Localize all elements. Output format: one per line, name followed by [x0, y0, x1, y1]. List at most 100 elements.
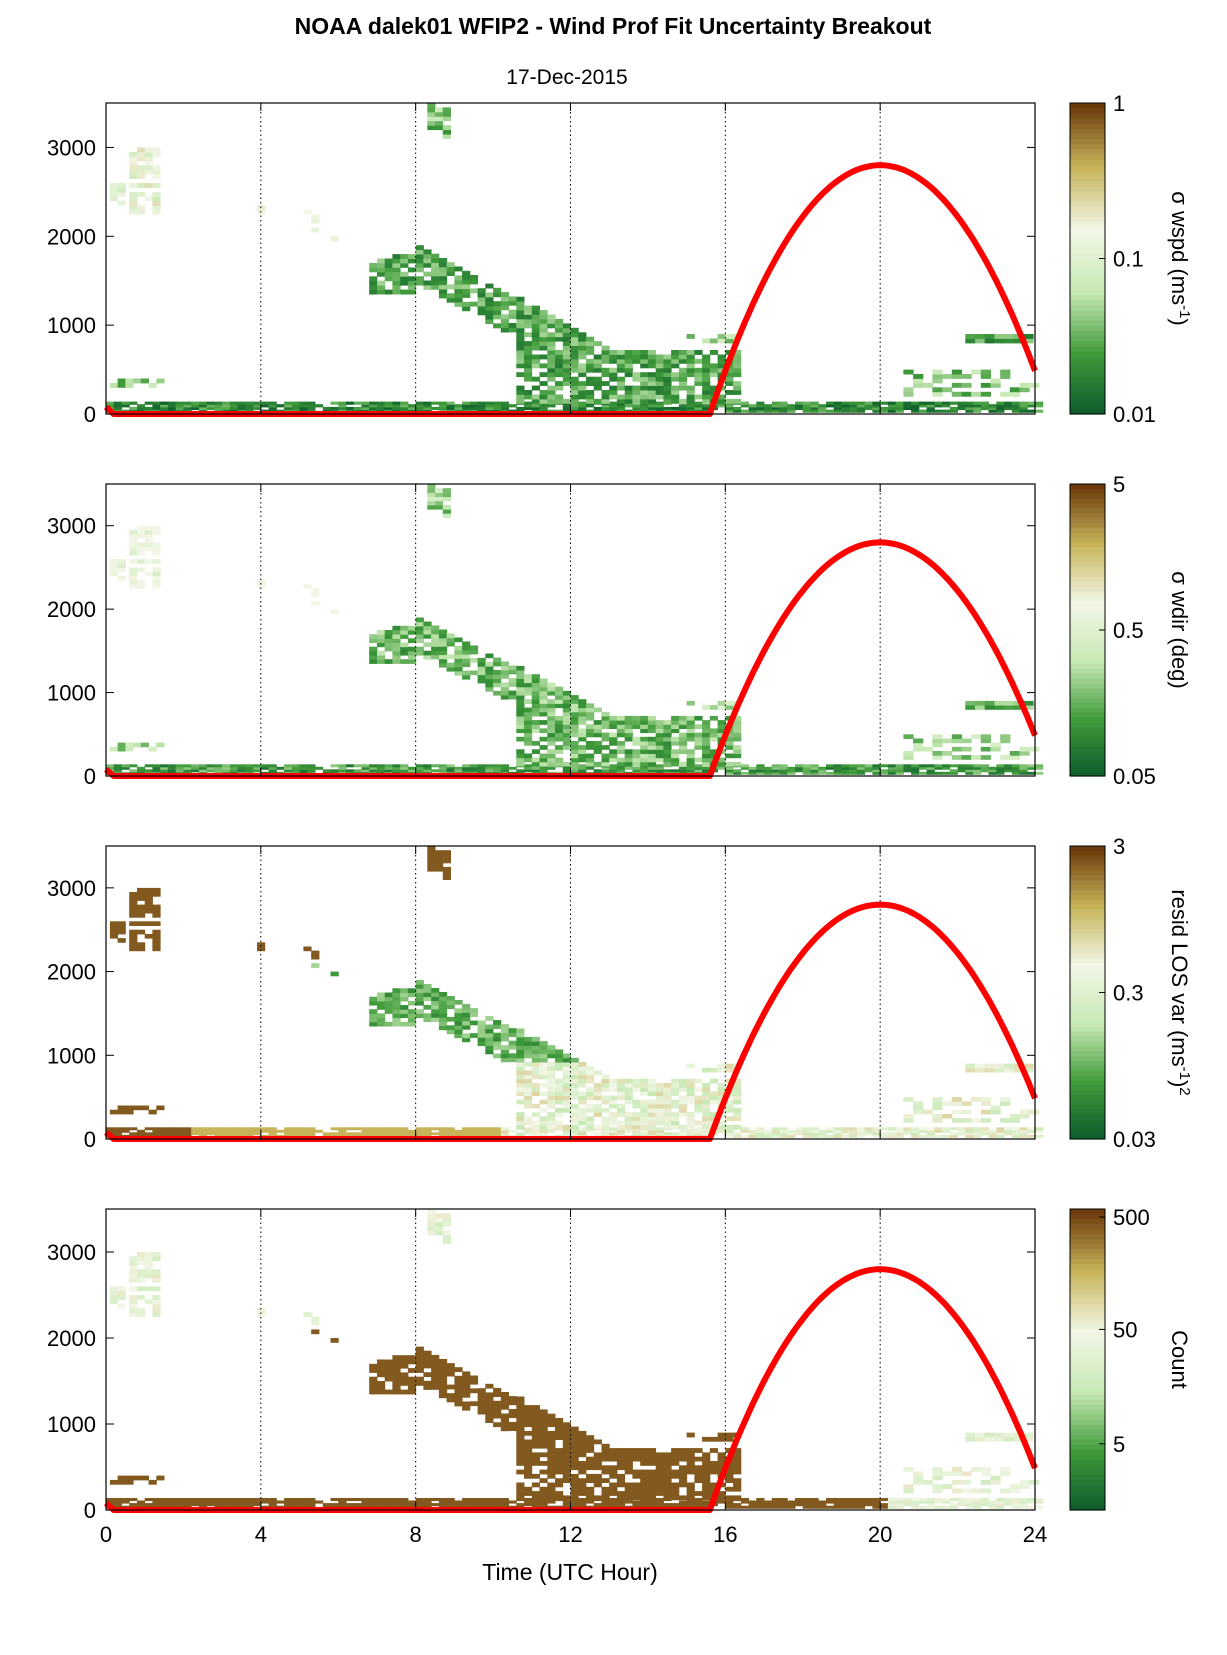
heatmap-cell [725, 381, 734, 386]
heatmap-cell [1023, 338, 1034, 344]
heatmap-cell [951, 734, 962, 739]
heatmap-cell [516, 678, 525, 684]
heatmap-cell [485, 1383, 494, 1389]
heatmap-cell [957, 1500, 966, 1504]
heatmap-cell [508, 1044, 517, 1050]
heatmap-cell [601, 732, 610, 738]
heatmap-cell [524, 1422, 533, 1428]
heatmap-cell [932, 387, 943, 393]
heatmap-cell [609, 764, 618, 768]
heatmap-cell [477, 678, 486, 684]
heatmap-cell [427, 492, 436, 497]
colorbar-swatch [1070, 615, 1105, 621]
heatmap-cell [984, 1067, 995, 1073]
heatmap-cell [748, 1500, 757, 1504]
heatmap-cell [438, 293, 448, 299]
heatmap-cell [694, 1448, 703, 1453]
heatmap-cell [117, 183, 126, 188]
colorbar-swatch [1070, 771, 1105, 777]
heatmap-cell [423, 1355, 432, 1360]
heatmap-cell [903, 1132, 912, 1136]
heatmap-cell [562, 1495, 571, 1501]
heatmap-cell [562, 741, 571, 746]
colorbar-swatch [1070, 341, 1105, 348]
heatmap-cell [973, 1129, 982, 1133]
colorbar-swatch [1070, 610, 1105, 616]
colorbar-swatch [1070, 1119, 1105, 1125]
heatmap-cell [524, 372, 533, 378]
x-tick-label: 0 [100, 1522, 112, 1547]
heatmap-cell [524, 1503, 533, 1507]
heatmap-cell [686, 1432, 695, 1438]
heatmap-cell [1035, 404, 1044, 408]
heatmap-cell [415, 1013, 424, 1019]
heatmap-cell [578, 699, 587, 704]
heatmap-cell [973, 401, 982, 405]
heatmap-cell [949, 406, 958, 411]
heatmap-cell [678, 1503, 688, 1507]
heatmap-cell [990, 1475, 1001, 1481]
heatmap-cell [624, 358, 633, 364]
heatmap-cell [144, 538, 153, 543]
heatmap-cell [477, 764, 486, 768]
heatmap-cell [524, 1070, 533, 1076]
heatmap-cell [601, 350, 610, 355]
heatmap-cell [144, 1252, 153, 1257]
heatmap-cell [647, 394, 657, 400]
heatmap-cell [415, 634, 424, 639]
colorbar-swatch [1070, 649, 1105, 655]
heatmap-cell [640, 1452, 649, 1458]
heatmap-cell [415, 630, 424, 635]
heatmap-cell [284, 1129, 293, 1133]
heatmap-cell [671, 1103, 680, 1109]
heatmap-cell [415, 638, 424, 643]
heatmap-cell [586, 757, 595, 763]
heatmap-cell [423, 625, 432, 631]
heatmap-cell [926, 404, 935, 408]
heatmap-cell [423, 996, 432, 1002]
heatmap-cell [547, 1491, 556, 1496]
heatmap-cell [562, 350, 571, 355]
heatmap-cell [438, 271, 448, 277]
heatmap-cell [655, 745, 664, 750]
heatmap-cell [392, 1368, 401, 1373]
heatmap-cell [678, 736, 688, 742]
heatmap-cell [655, 753, 664, 759]
heatmap-cell [516, 1426, 525, 1432]
heatmap-cell [616, 724, 626, 729]
heatmap-cell [841, 1500, 850, 1504]
heatmap-cell [663, 732, 672, 738]
heatmap-cell [454, 1500, 463, 1504]
heatmap-cell [640, 1078, 649, 1084]
heatmap-cell [377, 638, 386, 643]
heatmap-cell [570, 390, 579, 395]
heatmap-cell [975, 700, 986, 706]
heatmap-cell [152, 1503, 161, 1507]
heatmap-cell [516, 1053, 525, 1059]
heatmap-cell [593, 1095, 602, 1101]
heatmap-cell [237, 404, 246, 408]
heatmap-cell [686, 1112, 695, 1117]
heatmap-cell [222, 1129, 231, 1133]
heatmap-cell [407, 1368, 417, 1373]
heatmap-cell [516, 310, 525, 315]
colorbar-swatch [1070, 875, 1105, 881]
heatmap-cell [516, 1435, 525, 1440]
heatmap-cell [655, 1473, 664, 1479]
heatmap-cell [671, 741, 680, 746]
heatmap-cell [810, 771, 819, 775]
heatmap-cell [229, 1129, 239, 1133]
heatmap-cell [586, 1103, 595, 1109]
heatmap-cell [547, 404, 556, 408]
heatmap-cell [616, 1465, 626, 1471]
heatmap-cell [214, 1129, 223, 1133]
heatmap-cell [961, 1479, 972, 1485]
heatmap-cell [438, 406, 448, 411]
heatmap-cell [841, 1132, 850, 1136]
heatmap-cell [442, 492, 451, 497]
heatmap-cell [531, 720, 540, 725]
heatmap-cell [601, 1124, 610, 1130]
heatmap-cell [802, 1132, 811, 1136]
heatmap-cell [555, 367, 564, 373]
heatmap-cell [137, 147, 146, 153]
